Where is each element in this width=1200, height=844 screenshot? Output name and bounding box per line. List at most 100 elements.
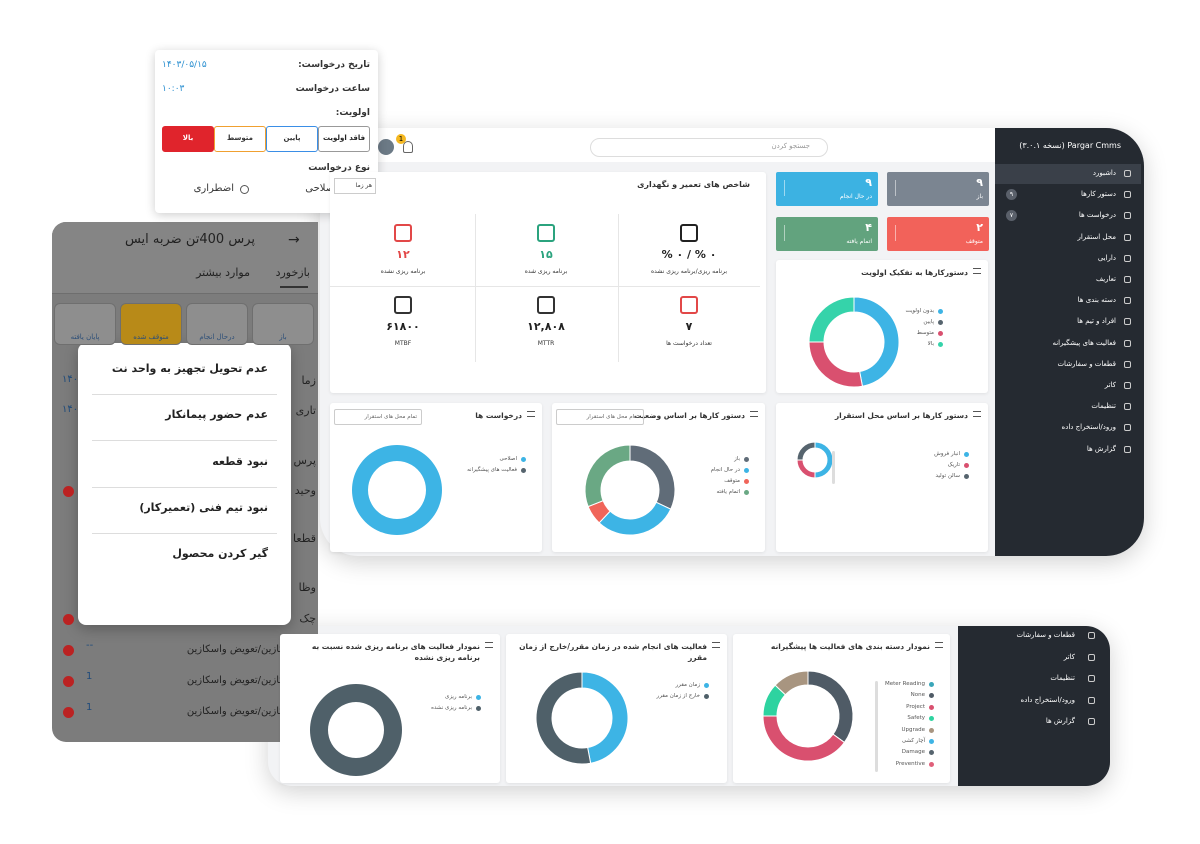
- type-radio[interactable]: [240, 185, 249, 194]
- priority-option[interactable]: فاقد اولویت: [318, 126, 370, 152]
- sidebar-item[interactable]: ورود/استخراج داده: [1020, 695, 1075, 704]
- sidebar-item[interactable]: کاتر: [1063, 652, 1075, 661]
- row-count: --: [86, 640, 94, 651]
- priority-option[interactable]: پایین: [266, 126, 318, 152]
- sidebar-item[interactable]: تعاریف: [1095, 275, 1116, 283]
- filter-icon: [750, 411, 758, 417]
- mobile-tab[interactable]: بازخورد: [275, 266, 310, 279]
- mobile-header: [52, 222, 318, 294]
- legend-dot: [938, 320, 943, 325]
- sidebar-item[interactable]: ورود/استخراج داده: [1061, 423, 1116, 432]
- chart-title: نمودار فعالیت های برنامه ریزی شده نسبت ب…: [311, 642, 480, 662]
- filter-icon: [485, 642, 493, 648]
- mobile-tab[interactable]: موارد بیشتر: [196, 266, 250, 279]
- legend-label: بدون اولویت: [905, 308, 935, 314]
- priority-option[interactable]: متوسط: [214, 126, 266, 152]
- status-card: [887, 217, 989, 251]
- sidebar-item[interactable]: قطعات و سفارشات: [1016, 631, 1075, 639]
- sidebar-item[interactable]: تنظیمات: [1091, 402, 1116, 411]
- sidebar-item[interactable]: دسته بندی ها: [1077, 296, 1116, 305]
- back-arrow[interactable]: →: [288, 232, 300, 248]
- kpi-label: برنامه ریزی شده: [524, 268, 568, 275]
- row-count: 1: [86, 702, 93, 713]
- kpi-value: ۱۵: [539, 248, 553, 261]
- legend-dot: [476, 706, 481, 711]
- sidebar-icon: [1124, 339, 1131, 347]
- legend-label: None: [910, 692, 925, 699]
- menu-item[interactable]: گیر کردن محصول: [172, 547, 268, 561]
- legend-dot: [704, 683, 709, 688]
- sidebar-item[interactable]: دستور کارها: [1081, 190, 1116, 199]
- sidebar-icon: [1088, 632, 1095, 639]
- avatar[interactable]: [378, 139, 394, 155]
- kpi-divider: [618, 214, 619, 362]
- menu-separator: [92, 486, 277, 488]
- remove-icon: [63, 614, 74, 625]
- sidebar-item[interactable]: گزارش ها: [1045, 717, 1075, 725]
- row-text: اسکازین/تعویض واسکازین: [186, 706, 296, 717]
- kpi-label: تعداد درخواست ها: [666, 340, 712, 347]
- kpi-value: ۱۲: [396, 248, 410, 261]
- status-button[interactable]: [120, 303, 182, 345]
- search-placeholder: جستجو کردن: [771, 142, 811, 150]
- kpi-icon: [394, 224, 412, 242]
- bell-icon[interactable]: [403, 141, 413, 153]
- remove-icon: [63, 707, 74, 718]
- legend-label: خارج از زمان مقرر: [656, 693, 700, 699]
- legend-dot: [521, 457, 526, 462]
- menu-item[interactable]: عدم تحویل تجهیز به واحد نت: [111, 362, 268, 375]
- kpi-range[interactable]: هر زما: [334, 178, 376, 194]
- legend-label: اتمام یافته: [716, 489, 740, 495]
- sidebar-item[interactable]: داشبورد: [1092, 169, 1116, 177]
- sidebar-icon: [1124, 297, 1131, 305]
- sidebar-item[interactable]: افراد و تیم ها: [1077, 317, 1116, 326]
- type-label: نوع درخواست: [308, 163, 370, 173]
- status-button[interactable]: [54, 303, 116, 345]
- sidebar-icon: [1124, 360, 1131, 368]
- kpi-divider: [330, 286, 760, 287]
- filter-icon: [973, 411, 981, 417]
- sidebar-icon: [1088, 653, 1095, 661]
- sidebar-item[interactable]: قطعات و سفارشات: [1057, 359, 1116, 368]
- chart-dropdown[interactable]: تمام محل های استقرار: [334, 409, 422, 425]
- legend-label: فعالیت های پیشگیرانه: [467, 467, 517, 473]
- legend-label: برنامه ریزی: [445, 694, 472, 700]
- menu-item[interactable]: نبود قطعه: [212, 454, 268, 468]
- sidebar-icon: [1124, 318, 1131, 326]
- sidebar-item[interactable]: تنظیمات: [1050, 674, 1075, 682]
- status-label: پایان یافته: [70, 333, 100, 341]
- legend-dot: [938, 331, 943, 336]
- sidebar-item[interactable]: محل استقرار: [1077, 232, 1116, 241]
- status-label: اتمام یافته: [846, 238, 872, 245]
- chart-dropdown[interactable]: تمام محل های استقرار: [556, 409, 644, 425]
- legend-label: انبار فروش: [934, 451, 960, 457]
- time-label: ساعت درخواست: [295, 84, 370, 94]
- sidebar-item[interactable]: دارایی: [1097, 253, 1116, 262]
- sidebar-item[interactable]: کاتر: [1104, 381, 1116, 389]
- search-box[interactable]: [590, 138, 828, 157]
- sidebar-item[interactable]: فعالیت های پیشگیرانه: [1052, 338, 1116, 347]
- legend-label: Preventive: [895, 760, 925, 767]
- filter-icon: [527, 411, 535, 417]
- menu-item[interactable]: عدم حضور پیمانکار: [165, 408, 268, 422]
- legend-dot: [476, 695, 481, 700]
- status-label: متوقف شده: [133, 333, 169, 341]
- legend-dot: [744, 468, 749, 473]
- legend-scroll: [875, 681, 878, 773]
- filter-icon: [935, 642, 943, 648]
- sidebar-badge: ۷: [1006, 210, 1017, 222]
- status-card: [776, 217, 878, 251]
- sidebar-icon: [1124, 191, 1131, 199]
- legend-label: Project: [906, 703, 925, 710]
- status-button[interactable]: [186, 303, 248, 345]
- row-label: وحید: [294, 484, 316, 497]
- menu-item[interactable]: نبود تیم فنی (تعمیرکار): [139, 500, 268, 514]
- sidebar-item[interactable]: گزارش ها: [1086, 444, 1116, 453]
- sidebar-item[interactable]: درخواست ها: [1078, 211, 1116, 220]
- menu-separator: [92, 394, 277, 395]
- priority-option[interactable]: بالا: [162, 126, 214, 152]
- sidebar-icon: [1124, 382, 1131, 389]
- status-button[interactable]: [252, 303, 314, 345]
- chart-title: فعالیت های انجام شده در زمان مقرر/خارج ا…: [519, 642, 707, 662]
- status-icon: [784, 180, 800, 196]
